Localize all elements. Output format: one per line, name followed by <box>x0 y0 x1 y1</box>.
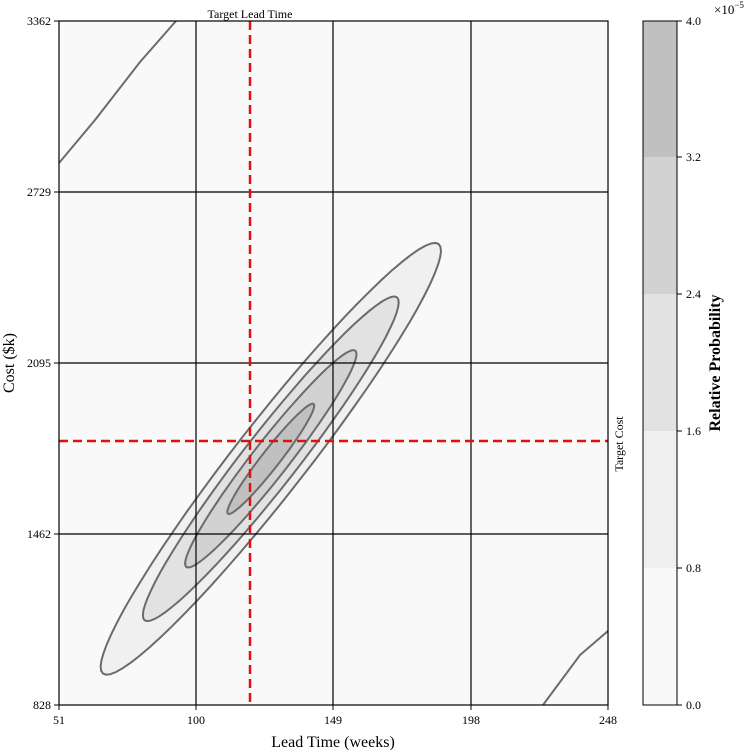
colorbar-multiplier-base: ×10 <box>714 2 734 17</box>
colorbar: 0.0 0.8 1.6 2.4 3.2 4.0 Relative Probabi… <box>642 0 744 712</box>
y-tick-label: 828 <box>33 698 51 712</box>
colorbar-multiplier-exponent: −5 <box>734 0 744 10</box>
colorbar-multiplier: ×10−5 <box>714 0 744 17</box>
tick-marks <box>54 20 609 710</box>
y-tick-label: 2095 <box>27 356 51 370</box>
y-tick-label: 3362 <box>27 14 51 28</box>
colorbar-tick-label: 0.8 <box>686 561 701 575</box>
x-axis-label: Lead Time (weeks) <box>271 734 395 750</box>
colorbar-frame <box>642 20 678 706</box>
target-cost-label: Target Cost <box>612 416 626 472</box>
colorbar-band <box>643 294 677 431</box>
colorbar-tick-label: 3.2 <box>686 150 701 164</box>
y-tick-label: 1462 <box>27 527 51 541</box>
contour-corner-top-left <box>59 21 177 164</box>
colorbar-tick-label: 1.6 <box>686 424 701 438</box>
y-axis-label: Cost ($k) <box>1 333 18 393</box>
colorbar-band <box>643 157 677 294</box>
colorbar-band <box>643 568 677 705</box>
x-tick-label: 248 <box>599 713 617 727</box>
x-tick-label: 100 <box>187 713 205 727</box>
y-tick-label: 2729 <box>27 185 51 199</box>
grid <box>59 21 608 705</box>
x-tick-label: 51 <box>53 713 65 727</box>
colorbar-tick-label: 0.0 <box>686 698 701 712</box>
colorbar-band <box>643 21 677 157</box>
colorbar-label: Relative Probability <box>707 294 724 431</box>
colorbar-tick-label: 2.4 <box>686 287 701 301</box>
x-tick-label: 198 <box>462 713 480 727</box>
x-tick-label: 149 <box>324 713 342 727</box>
contour-corner-bottom-right <box>542 630 608 705</box>
colorbar-band <box>643 431 677 568</box>
target-lead-time-label: Target Lead Time <box>208 7 293 21</box>
colorbar-tick-label: 4.0 <box>686 14 701 28</box>
